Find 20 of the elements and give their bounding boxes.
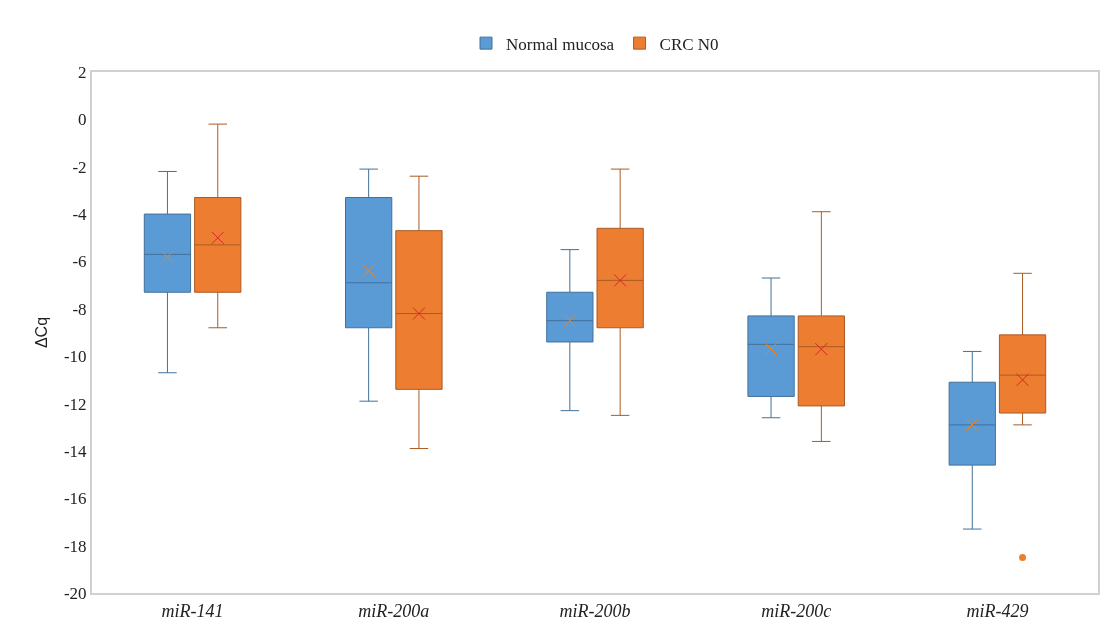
legend-label: CRC N0 bbox=[659, 34, 719, 54]
x-tick-label: miR-200a bbox=[358, 600, 430, 621]
y-tick-label: -16 bbox=[63, 489, 87, 509]
y-tick-label: -2 bbox=[72, 157, 87, 177]
y-tick-label: -8 bbox=[72, 299, 87, 319]
y-tick-label: -6 bbox=[72, 252, 87, 272]
y-tick-label: -20 bbox=[63, 583, 87, 603]
x-tick-label: miR-200c bbox=[761, 600, 832, 621]
y-tick-label: -4 bbox=[72, 205, 88, 225]
y-tick-label: -10 bbox=[63, 347, 87, 367]
y-tick-label: 2 bbox=[78, 62, 87, 82]
x-tick-label: miR-429 bbox=[966, 600, 1029, 621]
legend-label: Normal mucosa bbox=[506, 34, 615, 54]
y-tick-label: -18 bbox=[63, 536, 87, 556]
x-tick-label: miR-141 bbox=[161, 600, 224, 621]
y-tick-label: 0 bbox=[78, 110, 87, 130]
x-tick-label: miR-200b bbox=[559, 600, 631, 621]
y-tick-label: -14 bbox=[63, 441, 88, 461]
y-tick-label: -12 bbox=[63, 394, 87, 414]
y-axis-title: ΔCq bbox=[33, 316, 51, 349]
